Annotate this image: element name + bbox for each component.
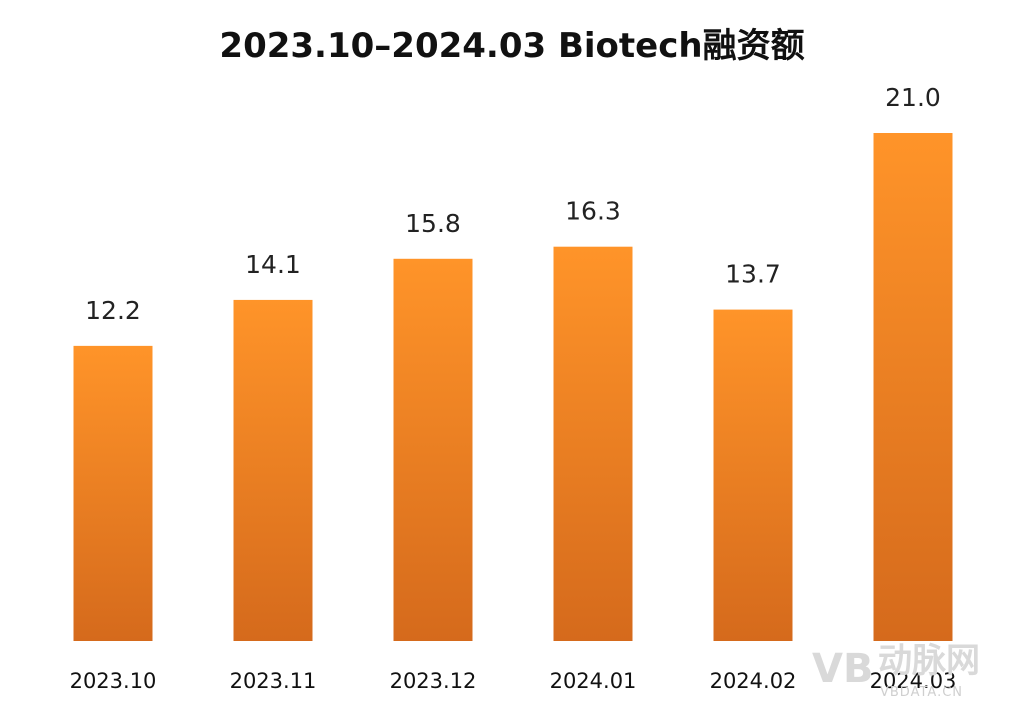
value-label-2024.02: 13.7 bbox=[725, 260, 781, 289]
value-label-2023.12: 15.8 bbox=[405, 209, 461, 238]
value-label-2024.01: 16.3 bbox=[565, 197, 621, 226]
bar-2024.01 bbox=[553, 246, 633, 641]
bar-2023.11 bbox=[233, 299, 313, 641]
watermark-name: 动脉网 bbox=[878, 641, 980, 681]
value-label-2023.10: 12.2 bbox=[85, 296, 141, 325]
x-tick-label-2023.10: 2023.10 bbox=[70, 669, 157, 693]
watermark: VB 动脉网 VBDATA.CN bbox=[812, 641, 980, 700]
x-tick-label-2024.01: 2024.01 bbox=[550, 669, 637, 693]
x-tick-label-2024.02: 2024.02 bbox=[710, 669, 797, 693]
value-label-2024.03: 21.0 bbox=[885, 83, 941, 112]
value-labels-group: 12.2 14.1 15.8 16.3 13.7 21.0 bbox=[85, 83, 941, 325]
x-tick-label-2024.03: 2024.03 bbox=[870, 669, 957, 693]
x-tick-label-2023.12: 2023.12 bbox=[390, 669, 477, 693]
x-tick-label-2023.11: 2023.11 bbox=[230, 669, 317, 693]
bar-2023.12 bbox=[393, 258, 473, 641]
watermark-logo: VB bbox=[812, 646, 873, 692]
bar-2023.10 bbox=[73, 345, 153, 641]
bar-2024.03 bbox=[873, 133, 953, 641]
bars-group bbox=[73, 133, 953, 641]
watermark-url: VBDATA.CN bbox=[880, 685, 963, 700]
x-tick-labels-group: 2023.10 2023.11 2023.12 2024.01 2024.02 2024.… bbox=[70, 669, 957, 693]
bar-2024.02 bbox=[713, 309, 793, 641]
value-label-2023.11: 14.1 bbox=[245, 250, 301, 279]
chart-title: 2023.10–2024.03 Biotech融资额 bbox=[219, 26, 804, 66]
